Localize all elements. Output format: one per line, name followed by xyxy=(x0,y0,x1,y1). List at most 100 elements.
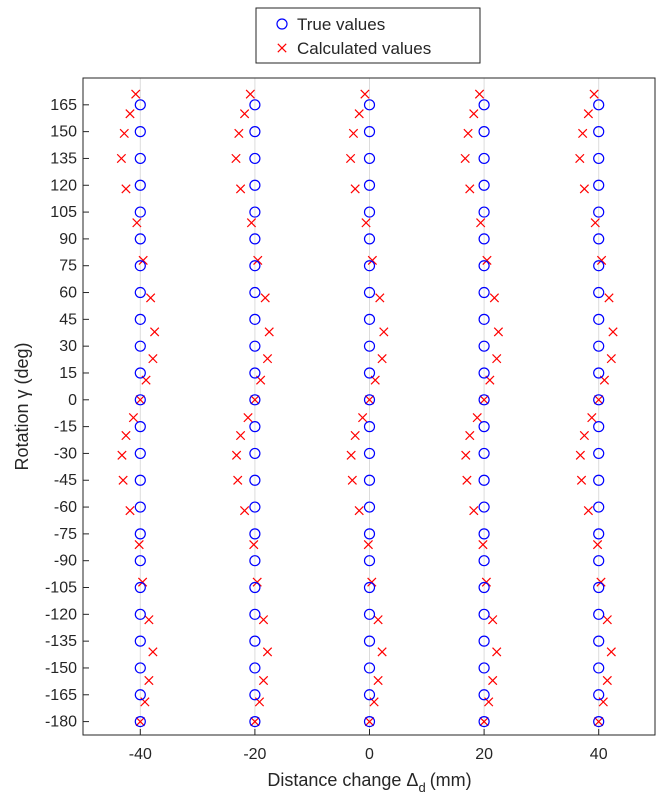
calculated-marker-stroke xyxy=(144,615,154,625)
y-tick-label: -135 xyxy=(45,633,77,650)
calculated-marker-stroke xyxy=(478,539,488,550)
calculated-value-marker xyxy=(117,450,127,460)
calculated-marker-stroke xyxy=(488,615,498,625)
calculated-marker-stroke xyxy=(239,506,250,516)
true-value-marker xyxy=(249,635,261,647)
calculated-value-marker xyxy=(589,89,599,99)
calculated-value-marker xyxy=(575,153,585,164)
calculated-marker-stroke xyxy=(131,89,141,99)
calculated-marker-stroke xyxy=(472,413,482,423)
true-value-marker xyxy=(134,394,146,406)
true-value-marker xyxy=(478,179,490,191)
true-value-marker xyxy=(593,715,605,728)
true-value-marker xyxy=(134,635,146,647)
calculated-value-marker xyxy=(246,218,257,228)
true-value-marker xyxy=(478,474,490,486)
calculated-marker-stroke xyxy=(357,413,368,423)
true-value-marker xyxy=(593,233,605,245)
calculated-marker-stroke xyxy=(121,430,131,441)
calculated-marker-stroke xyxy=(485,375,495,385)
calculated-marker-stroke xyxy=(488,675,498,686)
calculated-marker-stroke xyxy=(262,647,273,657)
calculated-value-marker xyxy=(231,450,242,460)
calculated-marker-stroke xyxy=(125,109,135,119)
true-value-marker xyxy=(593,662,605,674)
calculated-marker-stroke xyxy=(587,413,597,423)
calculated-marker-stroke xyxy=(579,430,589,441)
true-value-marker xyxy=(363,340,376,352)
calculated-marker-stroke xyxy=(598,697,608,707)
calculated-value-marker xyxy=(373,675,383,686)
true-value-marker xyxy=(593,689,605,701)
true-value-marker xyxy=(134,421,146,433)
true-value-marker xyxy=(593,608,605,620)
calculated-marker-stroke xyxy=(264,327,274,337)
calculated-marker-stroke xyxy=(608,327,618,337)
calculated-marker-stroke xyxy=(579,184,589,194)
x-tick-label: -40 xyxy=(129,746,152,763)
y-tick-label: 0 xyxy=(68,392,77,409)
calculated-marker-stroke xyxy=(484,697,494,707)
true-value-marker xyxy=(249,179,261,191)
y-tick-label: -105 xyxy=(45,580,77,597)
true-value-marker xyxy=(134,340,146,352)
calculated-marker-stroke xyxy=(602,615,612,625)
calculated-value-marker xyxy=(479,716,489,727)
calculated-value-marker xyxy=(148,354,158,364)
calculated-marker-stroke xyxy=(135,716,145,727)
calculated-value-marker xyxy=(150,327,160,337)
calculated-marker-stroke xyxy=(253,255,263,265)
calculated-marker-stroke xyxy=(134,539,144,550)
calculated-value-marker xyxy=(360,89,370,99)
calculated-value-marker xyxy=(135,395,145,405)
calculated-value-marker xyxy=(134,539,144,550)
legend-calculated-label: Calculated values xyxy=(297,39,431,58)
true-value-marker xyxy=(249,581,261,594)
true-value-marker xyxy=(478,260,490,272)
calculated-marker-stroke xyxy=(235,430,246,441)
true-value-marker xyxy=(249,126,261,138)
calculated-marker-stroke xyxy=(119,128,129,139)
calculated-value-marker xyxy=(145,293,156,303)
true-value-marker xyxy=(363,99,376,111)
calculated-marker-stroke xyxy=(375,293,385,303)
true-value-marker xyxy=(478,501,490,513)
true-value-marker xyxy=(134,367,146,379)
legend-true-marker xyxy=(276,18,288,30)
calculated-marker-stroke xyxy=(583,109,594,119)
calculated-value-marker xyxy=(590,218,600,228)
true-value-marker xyxy=(593,581,605,594)
calculated-value-marker xyxy=(462,475,472,485)
true-value-marker xyxy=(363,233,376,245)
true-value-marker xyxy=(593,474,605,486)
calculated-marker-stroke xyxy=(481,577,492,587)
true-value-marker xyxy=(363,689,376,701)
true-value-marker xyxy=(363,447,376,460)
calculated-marker-stroke xyxy=(592,539,603,550)
calculated-value-marker xyxy=(579,184,589,194)
true-value-marker xyxy=(134,179,146,191)
calculated-marker-stroke xyxy=(479,716,489,727)
calculated-value-marker xyxy=(347,475,357,485)
calculated-value-marker xyxy=(148,647,158,657)
true-value-marker xyxy=(478,581,490,594)
calculated-marker-stroke xyxy=(148,647,158,657)
calculated-value-marker xyxy=(481,577,492,587)
calculated-value-marker xyxy=(492,647,502,657)
calculated-marker-stroke xyxy=(606,354,616,364)
calculated-value-marker xyxy=(361,218,371,228)
true-value-marker xyxy=(249,715,261,728)
calculated-value-marker xyxy=(488,615,498,625)
calculated-value-marker xyxy=(364,716,375,727)
calculated-value-marker xyxy=(367,255,377,265)
true-value-marker xyxy=(363,394,376,406)
true-value-marker xyxy=(593,313,605,325)
true-value-marker xyxy=(249,340,261,352)
calculated-value-marker xyxy=(262,647,273,657)
calculated-value-marker xyxy=(465,430,475,441)
y-tick-label: -150 xyxy=(45,660,77,677)
calculated-value-marker xyxy=(592,539,603,550)
true-value-marker xyxy=(134,233,146,245)
true-value-marker xyxy=(478,394,490,406)
true-value-marker xyxy=(249,608,261,620)
